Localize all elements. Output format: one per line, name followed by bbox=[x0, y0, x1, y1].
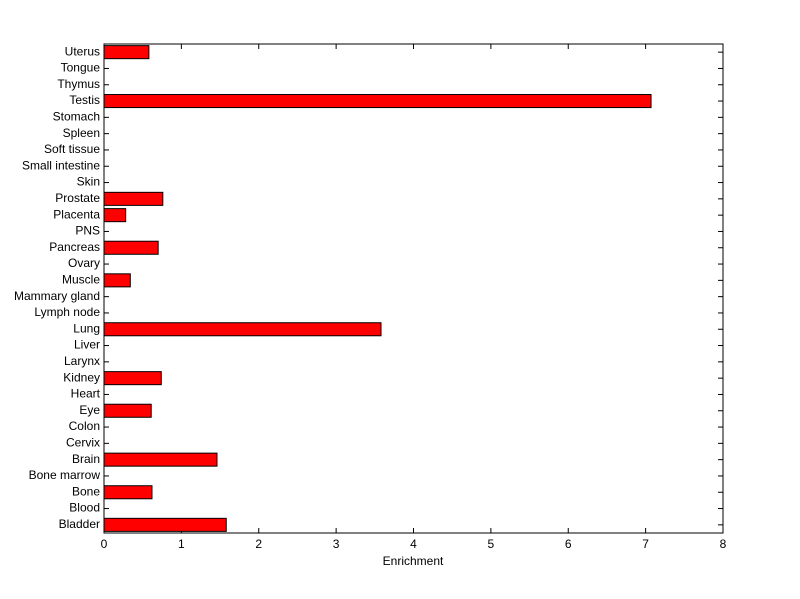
y-tick-label: Larynx bbox=[64, 354, 100, 368]
x-tick-label: 2 bbox=[255, 537, 262, 551]
y-tick-label: Cervix bbox=[66, 436, 100, 450]
bar bbox=[103, 371, 162, 386]
y-tick-label: Brain bbox=[72, 452, 100, 466]
x-axis-label: Enrichment bbox=[383, 554, 444, 568]
y-tick-label: Eye bbox=[79, 403, 100, 417]
bar bbox=[103, 191, 164, 206]
x-tick-label: 8 bbox=[720, 537, 727, 551]
plot-frame bbox=[103, 43, 724, 534]
y-tick-label: Pancreas bbox=[49, 240, 100, 254]
y-tick-label: Heart bbox=[71, 387, 101, 401]
y-tick-label: Spleen bbox=[63, 126, 100, 140]
x-tick-label: 3 bbox=[333, 537, 340, 551]
y-tick-label: Kidney bbox=[63, 370, 100, 384]
x-tick-label: 0 bbox=[101, 537, 108, 551]
bar bbox=[103, 208, 127, 223]
y-tick-label: Stomach bbox=[53, 110, 100, 124]
bar bbox=[103, 452, 218, 467]
y-tick-label: Muscle bbox=[62, 273, 100, 287]
y-tick-label: Colon bbox=[69, 419, 100, 433]
y-tick-label: Bone bbox=[72, 484, 100, 498]
x-tick-label: 4 bbox=[410, 537, 417, 551]
bar bbox=[103, 273, 131, 288]
x-tick-label: 5 bbox=[488, 537, 495, 551]
y-tick-label: Small intestine bbox=[22, 158, 100, 172]
y-tick-label: Prostate bbox=[55, 191, 100, 205]
y-tick-label: Tongue bbox=[61, 61, 101, 75]
y-tick-label: Bladder bbox=[59, 517, 100, 531]
bar bbox=[103, 517, 227, 532]
bar bbox=[103, 485, 153, 500]
y-tick-label: Thymus bbox=[57, 77, 100, 91]
y-tick-label: Testis bbox=[69, 93, 100, 107]
y-tick-label: Lung bbox=[73, 321, 100, 335]
y-tick-label: Mammary gland bbox=[14, 289, 100, 303]
y-tick-label: Liver bbox=[74, 338, 100, 352]
y-tick-label: Bone marrow bbox=[29, 468, 101, 482]
y-tick-label: Ovary bbox=[68, 256, 100, 270]
y-tick-label: Lymph node bbox=[34, 305, 100, 319]
y-tick-label: PNS bbox=[75, 224, 100, 238]
y-tick-label: Blood bbox=[69, 501, 100, 515]
bar bbox=[103, 240, 159, 255]
x-tick-label: 1 bbox=[178, 537, 185, 551]
x-tick-label: 6 bbox=[565, 537, 572, 551]
bar bbox=[103, 94, 652, 109]
y-tick-label: Placenta bbox=[53, 207, 100, 221]
bar bbox=[103, 403, 152, 418]
y-tick-label: Uterus bbox=[65, 44, 100, 58]
y-tick-label: Skin bbox=[77, 175, 100, 189]
bar bbox=[103, 322, 382, 337]
bar bbox=[103, 45, 150, 60]
x-tick-label: 7 bbox=[642, 537, 649, 551]
y-tick-label: Soft tissue bbox=[44, 142, 100, 156]
